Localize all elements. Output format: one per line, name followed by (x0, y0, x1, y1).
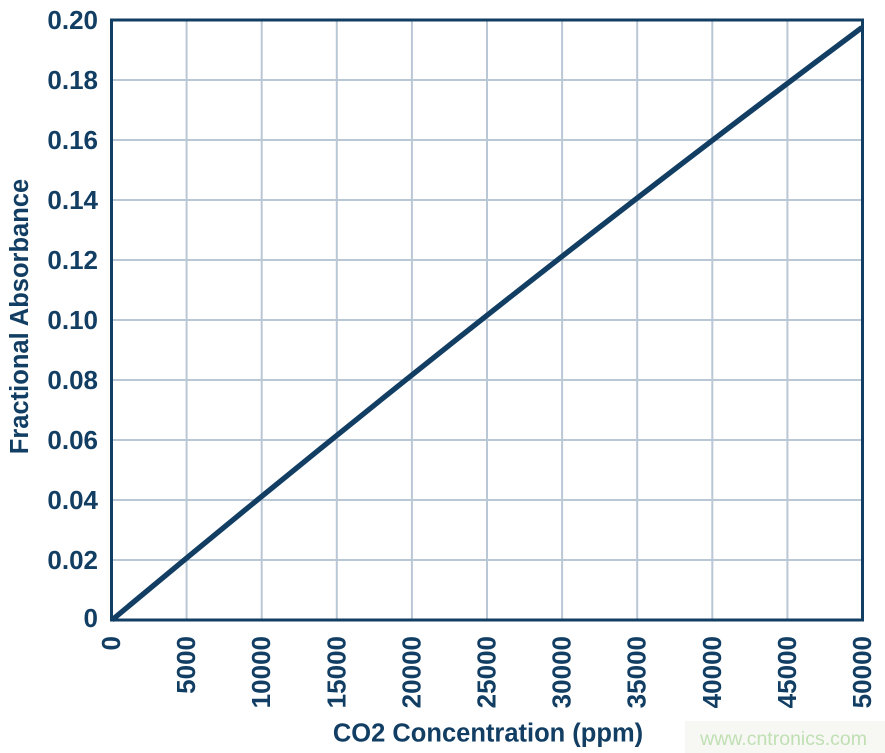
svg-text:45000: 45000 (772, 636, 802, 708)
svg-text:10000: 10000 (246, 636, 276, 708)
svg-text:30000: 30000 (547, 636, 577, 708)
svg-text:25000: 25000 (472, 636, 502, 708)
svg-text:0.16: 0.16 (47, 125, 98, 155)
svg-text:20000: 20000 (396, 636, 426, 708)
svg-text:0.08: 0.08 (47, 365, 98, 395)
svg-text:www.cntronics.com: www.cntronics.com (699, 728, 867, 750)
svg-text:Fractional Absorbance: Fractional Absorbance (6, 179, 34, 454)
svg-text:0: 0 (84, 603, 98, 633)
svg-text:0: 0 (96, 636, 126, 650)
svg-text:40000: 40000 (697, 636, 727, 708)
svg-text:5000: 5000 (171, 636, 201, 694)
svg-text:0.18: 0.18 (47, 65, 98, 95)
svg-text:15000: 15000 (321, 636, 351, 708)
svg-text:35000: 35000 (622, 636, 652, 708)
svg-text:0.14: 0.14 (47, 185, 98, 215)
svg-text:0.04: 0.04 (47, 485, 98, 515)
svg-text:CO2 Concentration (ppm): CO2 Concentration (ppm) (333, 720, 643, 748)
svg-text:0.02: 0.02 (47, 545, 98, 575)
svg-text:50000: 50000 (847, 636, 877, 708)
svg-text:0.10: 0.10 (47, 305, 98, 335)
svg-text:0.12: 0.12 (47, 245, 98, 275)
svg-text:0.20: 0.20 (47, 5, 98, 35)
svg-text:0.06: 0.06 (47, 425, 98, 455)
